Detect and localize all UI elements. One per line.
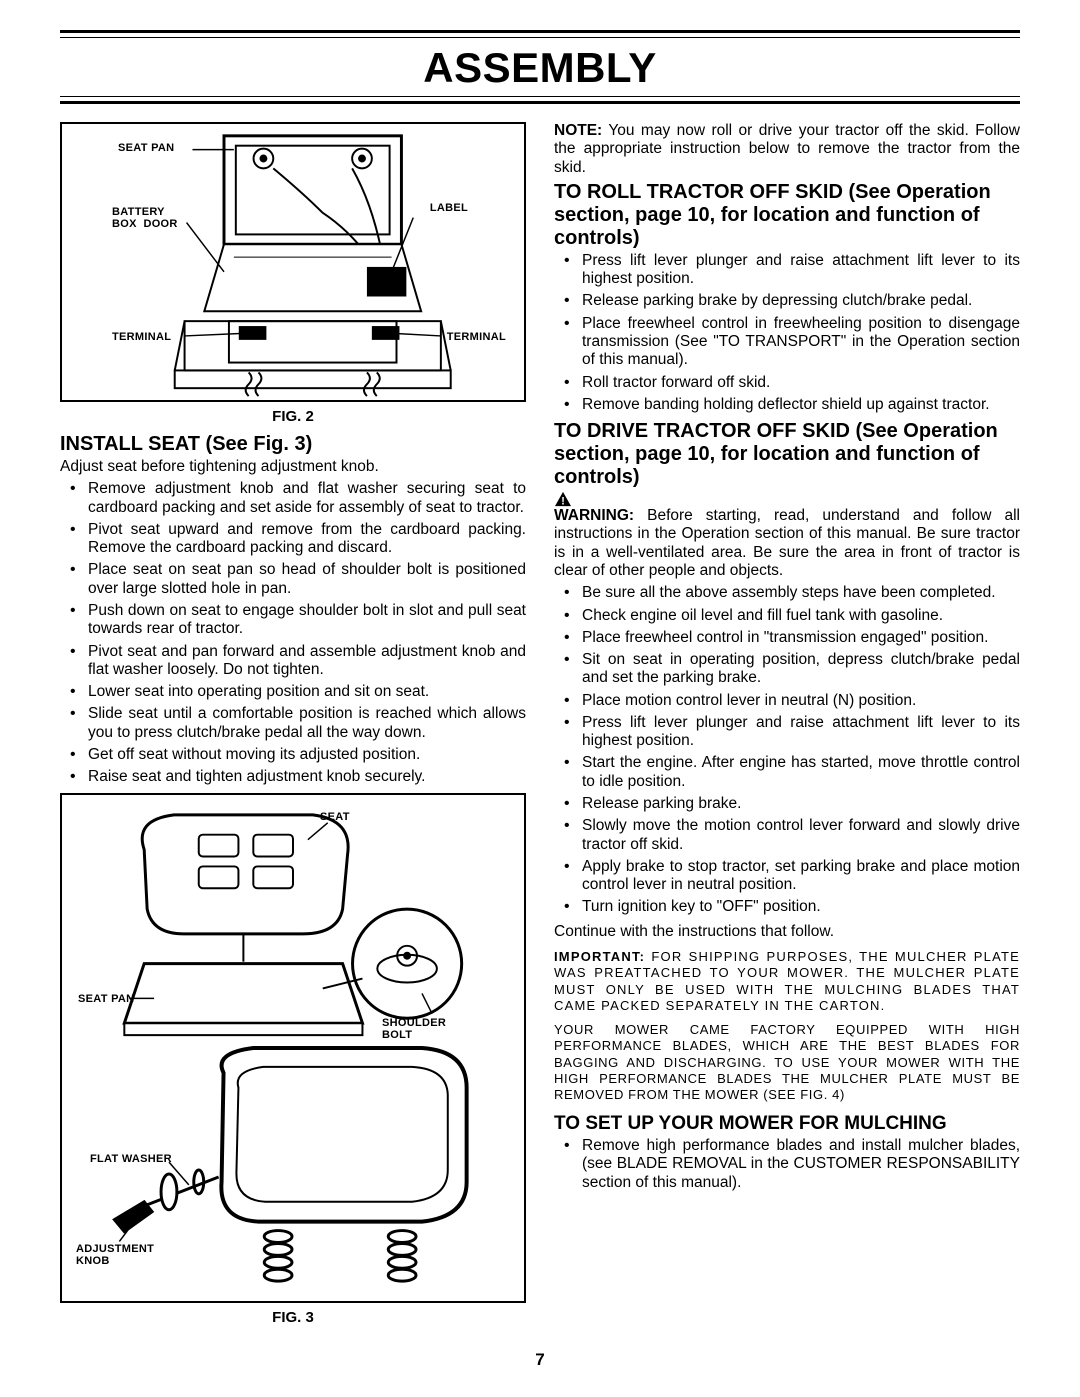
- list-item: Release parking brake.: [554, 795, 1020, 813]
- list-item: Be sure all the above assembly steps hav…: [554, 584, 1020, 602]
- list-item: Remove banding holding deflector shield …: [554, 396, 1020, 414]
- fig3-label-seat-pan: SEAT PAN: [78, 993, 134, 1005]
- roll-off-heading: TO ROLL TRACTOR OFF SKID (See Opera­tion…: [554, 181, 1020, 250]
- figure-3-svg: [62, 795, 524, 1301]
- page-number: 7: [60, 1350, 1020, 1370]
- fig3-label-seat: SEAT: [320, 811, 350, 823]
- list-item: Get off seat without moving its adjusted…: [60, 746, 526, 764]
- fig2-label-label: LABEL: [430, 202, 468, 214]
- right-column: NOTE: You may now roll or drive your tra…: [554, 122, 1020, 1334]
- install-seat-bullets: Remove adjustment knob and flat washer s…: [60, 480, 526, 786]
- list-item: Raise seat and tighten adjustment knob s…: [60, 768, 526, 786]
- list-item: Place seat on seat pan so head of should…: [60, 561, 526, 598]
- roll-off-bullets: Press lift lever plunger and raise attac…: [554, 252, 1020, 414]
- list-item: Press lift lever plunger and raise attac…: [554, 714, 1020, 751]
- warning-label: WARNING:: [554, 507, 634, 524]
- list-item: Pivot seat and pan forward and assemble …: [60, 643, 526, 680]
- figure-2-svg: [62, 124, 524, 400]
- caps-block: YOUR MOWER CAME FACTORY EQUIPPED WITH HI…: [554, 1022, 1020, 1103]
- list-item: Place motion control lever in neutral (N…: [554, 692, 1020, 710]
- fig2-label-seat-pan: SEAT PAN: [118, 142, 174, 154]
- list-item: Release parking brake by depressing clut…: [554, 292, 1020, 310]
- figure-3-caption: FIG. 3: [60, 1309, 526, 1326]
- list-item: Apply brake to stop tractor, set parking…: [554, 858, 1020, 895]
- svg-text:!: !: [561, 495, 565, 507]
- list-item: Roll tractor forward off skid.: [554, 374, 1020, 392]
- mulching-heading: TO SET UP YOUR MOWER FOR MULCHING: [554, 1113, 1020, 1135]
- list-item: Turn ignition key to "OFF" position.: [554, 898, 1020, 916]
- figure-2-caption: FIG. 2: [60, 408, 526, 425]
- continue-line: Continue with the instructions that foll…: [554, 923, 1020, 941]
- drive-off-bullets: Be sure all the above assembly steps hav…: [554, 584, 1020, 917]
- important-label: IMPORTANT:: [554, 949, 645, 964]
- mulching-bullets: Remove high performance blades and insta…: [554, 1137, 1020, 1192]
- list-item: Remove adjustment knob and flat washer s…: [60, 480, 526, 517]
- page-title: ASSEMBLY: [60, 44, 1020, 92]
- fig3-label-adjustment-knob: ADJUSTMENT KNOB: [76, 1243, 154, 1267]
- list-item: Check engine oil level and fill fuel tan…: [554, 607, 1020, 625]
- fig3-label-flat-washer: FLAT WASHER: [90, 1153, 172, 1165]
- warning-paragraph: ! WARNING: Before starting, read, unders…: [554, 491, 1020, 580]
- list-item: Slide seat until a comfortable position …: [60, 705, 526, 742]
- figure-3: SEAT SEAT PAN SHOULDER BOLT FLAT WASHER …: [60, 793, 526, 1303]
- note-label: NOTE:: [554, 122, 602, 139]
- list-item: Place freewheel control in freewheeling …: [554, 315, 1020, 370]
- fig2-label-battery-door: BATTERY BOX DOOR: [112, 206, 178, 230]
- list-item: Sit on seat in operating position, depre…: [554, 651, 1020, 688]
- fig2-label-terminal-left: TERMINAL: [112, 331, 171, 343]
- content-columns: SEAT PAN BATTERY BOX DOOR TERMINAL TERMI…: [60, 122, 1020, 1334]
- list-item: Pivot seat upward and remove from the ca…: [60, 521, 526, 558]
- list-item: Start the engine. After engine has start…: [554, 754, 1020, 791]
- figure-2: SEAT PAN BATTERY BOX DOOR TERMINAL TERMI…: [60, 122, 526, 402]
- list-item: Place freewheel control in "transmission…: [554, 629, 1020, 647]
- fig3-label-shoulder-bolt: SHOULDER BOLT: [382, 1017, 446, 1041]
- page-header: ASSEMBLY: [60, 30, 1020, 104]
- left-column: SEAT PAN BATTERY BOX DOOR TERMINAL TERMI…: [60, 122, 526, 1334]
- note-paragraph: NOTE: You may now roll or drive your tra…: [554, 122, 1020, 177]
- fig2-label-terminal-right: TERMINAL: [447, 331, 506, 343]
- list-item: Push down on seat to engage shoulder bol…: [60, 602, 526, 639]
- important-block: IMPORTANT: FOR SHIPPING PURPOSES, THE MU…: [554, 949, 1020, 1014]
- list-item: Remove high performance blades and insta…: [554, 1137, 1020, 1192]
- warning-icon: !: [554, 491, 572, 507]
- install-seat-heading: INSTALL SEAT (See Fig. 3): [60, 433, 526, 456]
- list-item: Lower seat into operating position and s…: [60, 683, 526, 701]
- list-item: Slowly move the motion control lever for…: [554, 817, 1020, 854]
- adjust-seat-line: Adjust seat before tightening adjustment…: [60, 458, 526, 476]
- drive-off-heading: TO DRIVE TRACTOR OFF SKID (See Opera­tio…: [554, 420, 1020, 489]
- list-item: Press lift lever plunger and raise attac…: [554, 252, 1020, 289]
- note-text: You may now roll or drive your tractor o…: [554, 122, 1020, 176]
